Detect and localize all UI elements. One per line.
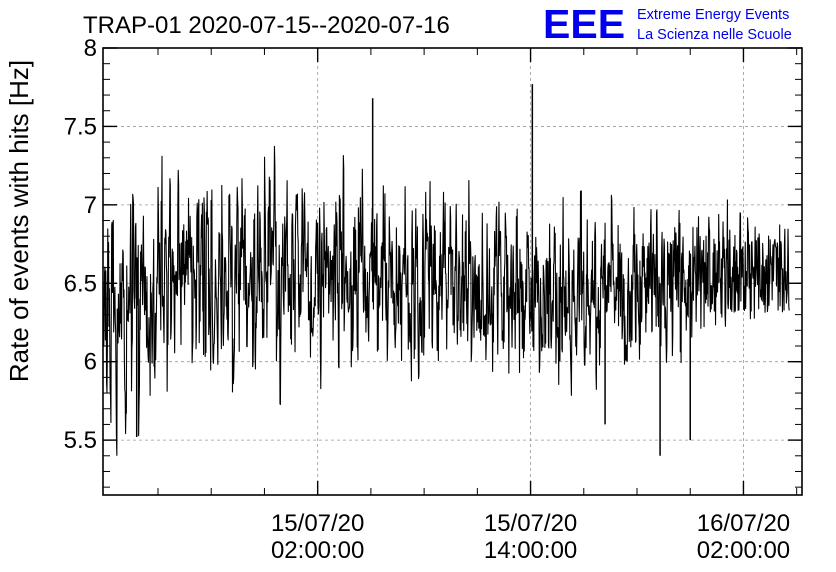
x-tick-date: 15/07/20 (484, 510, 577, 537)
x-tick-date: 15/07/20 (271, 510, 364, 537)
x-tick-time: 02:00:00 (271, 537, 364, 564)
series-group (102, 84, 790, 456)
chart-title: TRAP-01 2020-07-15--2020-07-16 (83, 12, 450, 39)
y-tick-label: 7.5 (64, 113, 97, 140)
eee-logo-mark: EEE (543, 1, 625, 47)
logo-subtitle-line2: La Scienza nelle Scuole (637, 27, 792, 43)
logo-subtitle-line1: Extreme Energy Events (637, 7, 789, 23)
axes-group: 5.566.577.5815/07/2002:00:0015/07/2014:0… (64, 35, 802, 564)
y-tick-label: 6.5 (64, 270, 97, 297)
y-tick-label: 6 (84, 349, 97, 376)
x-tick-time: 02:00:00 (697, 537, 790, 564)
y-axis-label: Rate of events with hits [Hz] (4, 60, 34, 382)
x-tick-time: 14:00:00 (484, 537, 577, 564)
x-tick-date: 16/07/20 (697, 510, 790, 537)
y-tick-label: 8 (84, 35, 97, 62)
rate-series-line (102, 145, 790, 456)
y-tick-label: 5.5 (64, 427, 97, 454)
eee-logo: EEE Extreme Energy Events La Scienza nel… (543, 1, 792, 47)
y-tick-label: 7 (84, 192, 97, 219)
